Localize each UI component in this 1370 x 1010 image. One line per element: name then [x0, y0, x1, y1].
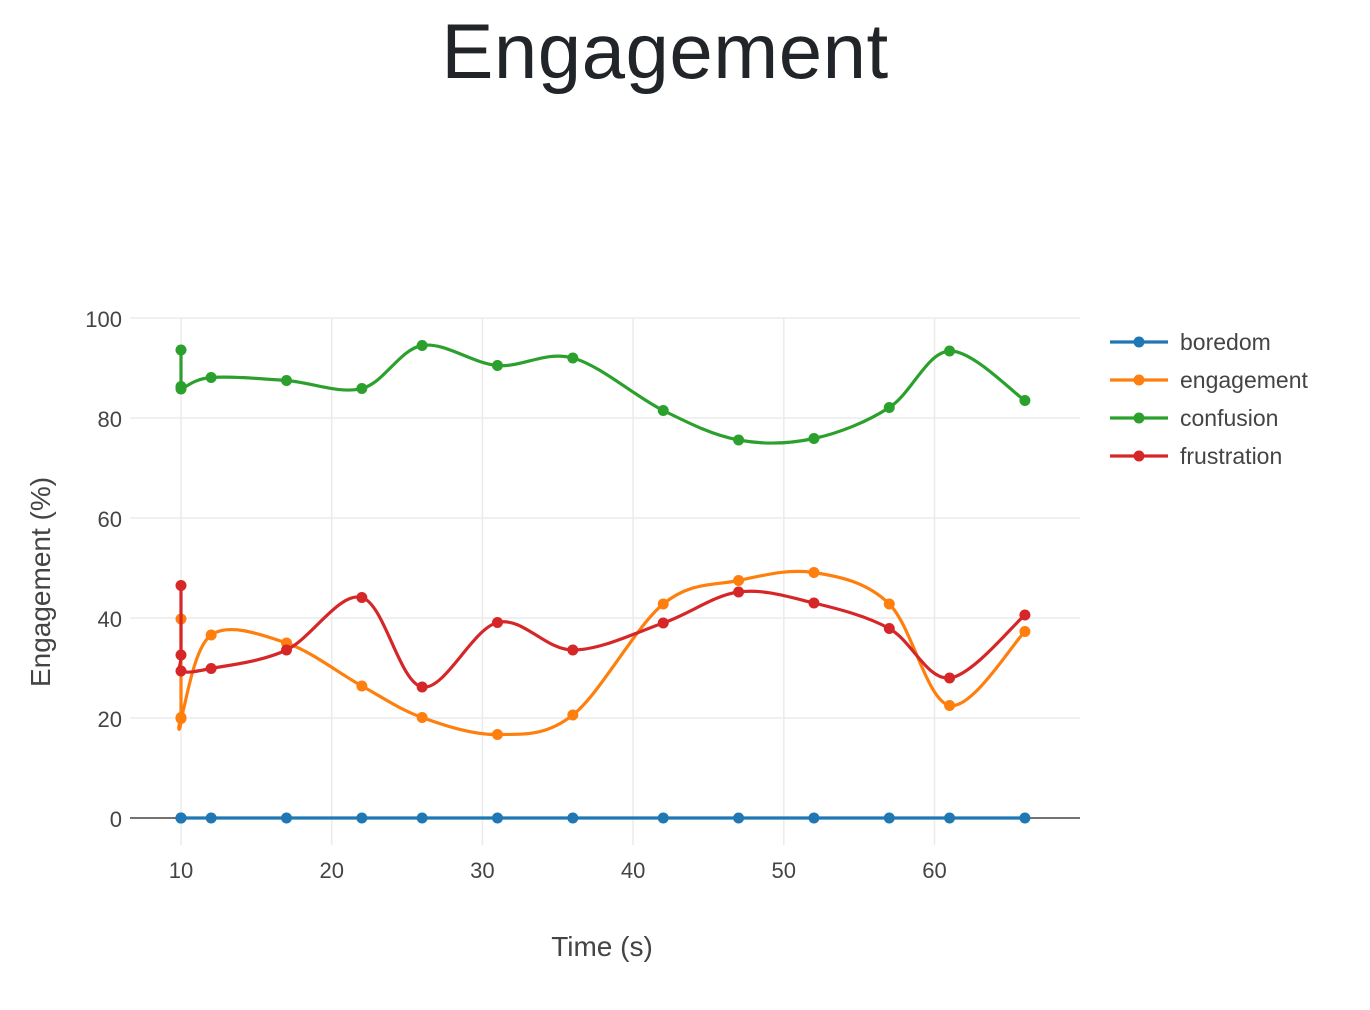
engagement-point[interactable]: [416, 712, 428, 723]
legend-label: boredom: [1180, 329, 1271, 355]
confusion-point[interactable]: [416, 340, 428, 351]
boredom-point[interactable]: [944, 812, 956, 824]
confusion-point[interactable]: [883, 402, 895, 413]
x-tick-label: 20: [319, 858, 343, 883]
frustration-point[interactable]: [733, 586, 745, 598]
engagement-point[interactable]: [1019, 626, 1031, 637]
legend-swatch-marker: [1133, 374, 1145, 386]
legend-label: frustration: [1180, 443, 1282, 469]
frustration-point[interactable]: [356, 592, 368, 603]
engagement-line: [177, 569, 1027, 737]
x-tick-label: 60: [922, 858, 946, 883]
x-tick-label: 10: [169, 858, 193, 883]
frustration-point[interactable]: [205, 663, 217, 674]
confusion-point[interactable]: [657, 405, 669, 416]
y-tick-label: 100: [85, 307, 122, 332]
frustration-point[interactable]: [1019, 609, 1031, 621]
boredom-point[interactable]: [356, 812, 368, 824]
legend-item-boredom[interactable]: boredom: [1110, 329, 1271, 355]
engagement-point[interactable]: [733, 575, 745, 586]
series-boredom: [175, 812, 1031, 824]
boredom-point[interactable]: [733, 812, 745, 824]
confusion-line: [177, 343, 1027, 445]
boredom-point[interactable]: [808, 812, 820, 824]
boredom-point[interactable]: [175, 812, 187, 824]
engagement-point[interactable]: [567, 709, 579, 721]
frustration-point[interactable]: [808, 597, 820, 609]
frustration-point[interactable]: [175, 580, 187, 591]
boredom-point[interactable]: [1019, 812, 1031, 824]
y-tick-label: 0: [110, 807, 122, 832]
legend-item-confusion[interactable]: confusion: [1110, 405, 1278, 431]
legend-swatch-marker: [1133, 450, 1145, 462]
boredom-point[interactable]: [883, 812, 895, 824]
legend-label: engagement: [1180, 367, 1308, 393]
confusion-point[interactable]: [733, 434, 745, 446]
grid-lines: [130, 317, 1080, 845]
boredom-point[interactable]: [491, 812, 503, 824]
series-frustration: [175, 580, 1031, 693]
engagement-point[interactable]: [205, 629, 217, 641]
frustration-point[interactable]: [657, 617, 669, 629]
legend-swatch-marker: [1133, 412, 1145, 424]
y-tick-label: 40: [98, 607, 122, 632]
legend-item-engagement[interactable]: engagement: [1110, 367, 1308, 393]
frustration-point[interactable]: [567, 644, 579, 656]
boredom-point[interactable]: [657, 812, 669, 824]
page-title: Engagement: [441, 7, 889, 95]
confusion-point[interactable]: [808, 433, 820, 444]
boredom-point[interactable]: [567, 812, 579, 824]
confusion-point[interactable]: [205, 372, 217, 383]
engagement-point[interactable]: [944, 700, 956, 711]
series-engagement: [175, 567, 1031, 740]
frustration-line: [177, 583, 1027, 689]
engagement-point[interactable]: [491, 729, 503, 740]
x-tick-label: 40: [621, 858, 645, 883]
engagement-point[interactable]: [356, 680, 368, 692]
confusion-point[interactable]: [491, 360, 503, 371]
frustration-point[interactable]: [416, 681, 428, 693]
legend: boredom engagement confusion frustration: [1110, 329, 1308, 469]
y-tick-label: 80: [98, 407, 122, 432]
engagement-point[interactable]: [808, 567, 820, 578]
engagement-point[interactable]: [883, 598, 895, 610]
boredom-point[interactable]: [205, 812, 217, 824]
confusion-point[interactable]: [175, 383, 187, 395]
confusion-point[interactable]: [356, 383, 368, 394]
confusion-point[interactable]: [1019, 395, 1031, 406]
frustration-point[interactable]: [491, 617, 503, 628]
series-confusion: [175, 340, 1031, 446]
frustration-point[interactable]: [944, 672, 956, 684]
x-axis-title: Time (s): [551, 931, 653, 962]
x-tick-label: 30: [470, 858, 494, 883]
y-tick-label: 60: [98, 507, 122, 532]
y-tick-label: 20: [98, 707, 122, 732]
engagement-point[interactable]: [175, 713, 187, 724]
confusion-point[interactable]: [280, 375, 292, 386]
axes: 0 20 40 60 80 100 10 20 30 40 50 60: [85, 307, 1080, 883]
legend-label: confusion: [1180, 405, 1278, 431]
frustration-point[interactable]: [883, 623, 895, 634]
engagement-point[interactable]: [657, 598, 669, 610]
confusion-point[interactable]: [567, 352, 579, 364]
series-lines: [175, 340, 1031, 824]
legend-item-frustration[interactable]: frustration: [1110, 443, 1282, 469]
boredom-point[interactable]: [280, 812, 292, 824]
legend-swatch-marker: [1133, 336, 1145, 348]
y-axis-title: Engagement (%): [25, 477, 56, 687]
frustration-point[interactable]: [280, 644, 292, 656]
frustration-point[interactable]: [175, 649, 187, 661]
confusion-point[interactable]: [175, 344, 187, 356]
confusion-point[interactable]: [944, 345, 956, 357]
x-tick-label: 50: [772, 858, 796, 883]
frustration-point[interactable]: [175, 665, 187, 677]
boredom-point[interactable]: [416, 812, 428, 824]
